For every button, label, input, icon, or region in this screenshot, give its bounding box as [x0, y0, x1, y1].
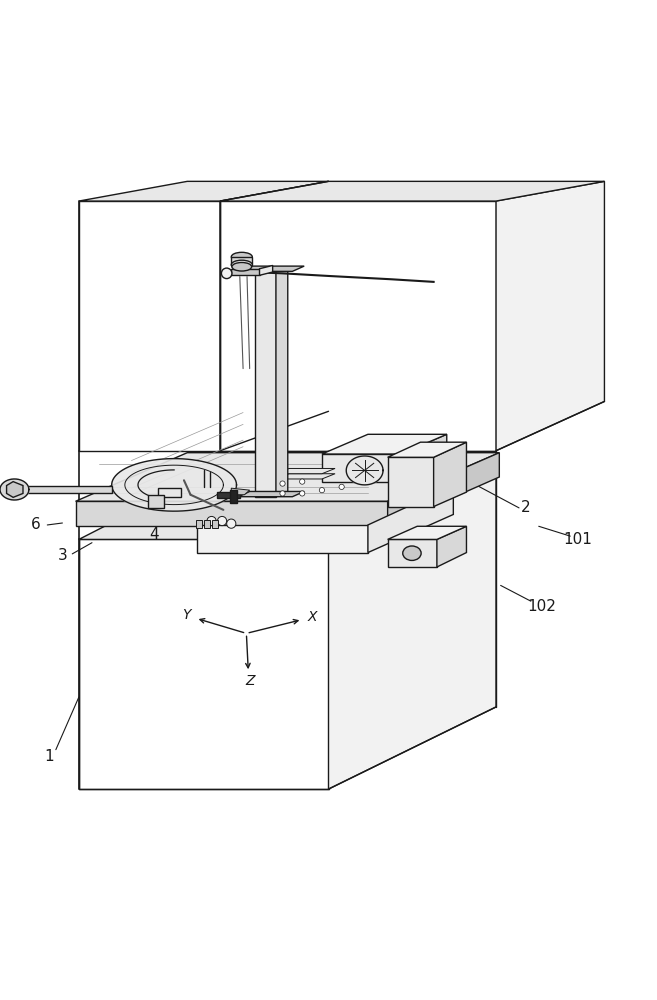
Polygon shape: [255, 271, 276, 497]
Polygon shape: [388, 442, 466, 457]
Polygon shape: [238, 491, 304, 497]
Polygon shape: [388, 526, 466, 539]
Polygon shape: [76, 453, 499, 501]
Polygon shape: [76, 501, 388, 526]
Polygon shape: [231, 257, 252, 265]
Polygon shape: [197, 525, 368, 553]
Polygon shape: [79, 181, 328, 201]
Polygon shape: [322, 454, 401, 482]
Polygon shape: [148, 495, 164, 508]
Circle shape: [280, 481, 285, 486]
Circle shape: [300, 491, 305, 496]
Text: 6: 6: [32, 517, 41, 532]
Circle shape: [221, 268, 232, 279]
Circle shape: [280, 491, 285, 496]
Polygon shape: [230, 490, 237, 503]
Text: 5: 5: [367, 529, 376, 544]
Polygon shape: [231, 488, 250, 495]
Polygon shape: [401, 434, 447, 482]
Polygon shape: [13, 486, 112, 493]
Polygon shape: [231, 269, 260, 275]
Polygon shape: [79, 539, 328, 789]
Polygon shape: [7, 482, 23, 497]
Text: 4: 4: [150, 527, 159, 542]
Circle shape: [207, 516, 216, 526]
Polygon shape: [368, 486, 453, 553]
Polygon shape: [238, 266, 304, 271]
Polygon shape: [328, 457, 496, 789]
Polygon shape: [220, 201, 496, 451]
Polygon shape: [346, 456, 383, 485]
Text: Y: Y: [182, 608, 190, 622]
Polygon shape: [220, 181, 328, 451]
Polygon shape: [322, 434, 447, 454]
Circle shape: [339, 484, 344, 489]
Text: 101: 101: [564, 532, 593, 547]
Polygon shape: [204, 520, 210, 528]
Text: Z: Z: [245, 674, 254, 688]
Polygon shape: [220, 181, 604, 201]
Circle shape: [300, 479, 305, 484]
Polygon shape: [212, 520, 218, 528]
Text: 2: 2: [521, 500, 530, 515]
Polygon shape: [217, 492, 240, 498]
Polygon shape: [79, 457, 496, 539]
Text: 1: 1: [45, 749, 54, 764]
Ellipse shape: [403, 546, 421, 560]
Polygon shape: [158, 488, 181, 497]
Polygon shape: [260, 265, 273, 275]
Polygon shape: [79, 201, 220, 451]
Text: 3: 3: [58, 548, 67, 563]
Circle shape: [319, 488, 325, 493]
Polygon shape: [276, 474, 335, 479]
Circle shape: [217, 516, 227, 526]
Polygon shape: [388, 539, 437, 567]
Polygon shape: [437, 526, 466, 567]
Polygon shape: [276, 267, 288, 497]
Ellipse shape: [231, 260, 252, 269]
Ellipse shape: [231, 252, 252, 262]
Circle shape: [227, 519, 236, 528]
Text: X: X: [307, 610, 317, 624]
Polygon shape: [0, 479, 29, 500]
Polygon shape: [276, 468, 335, 474]
Polygon shape: [112, 459, 237, 511]
Polygon shape: [388, 457, 434, 507]
Polygon shape: [434, 442, 466, 507]
Polygon shape: [496, 181, 604, 451]
Text: 102: 102: [528, 599, 556, 614]
Polygon shape: [388, 453, 499, 526]
Ellipse shape: [232, 262, 252, 271]
Polygon shape: [196, 520, 202, 528]
